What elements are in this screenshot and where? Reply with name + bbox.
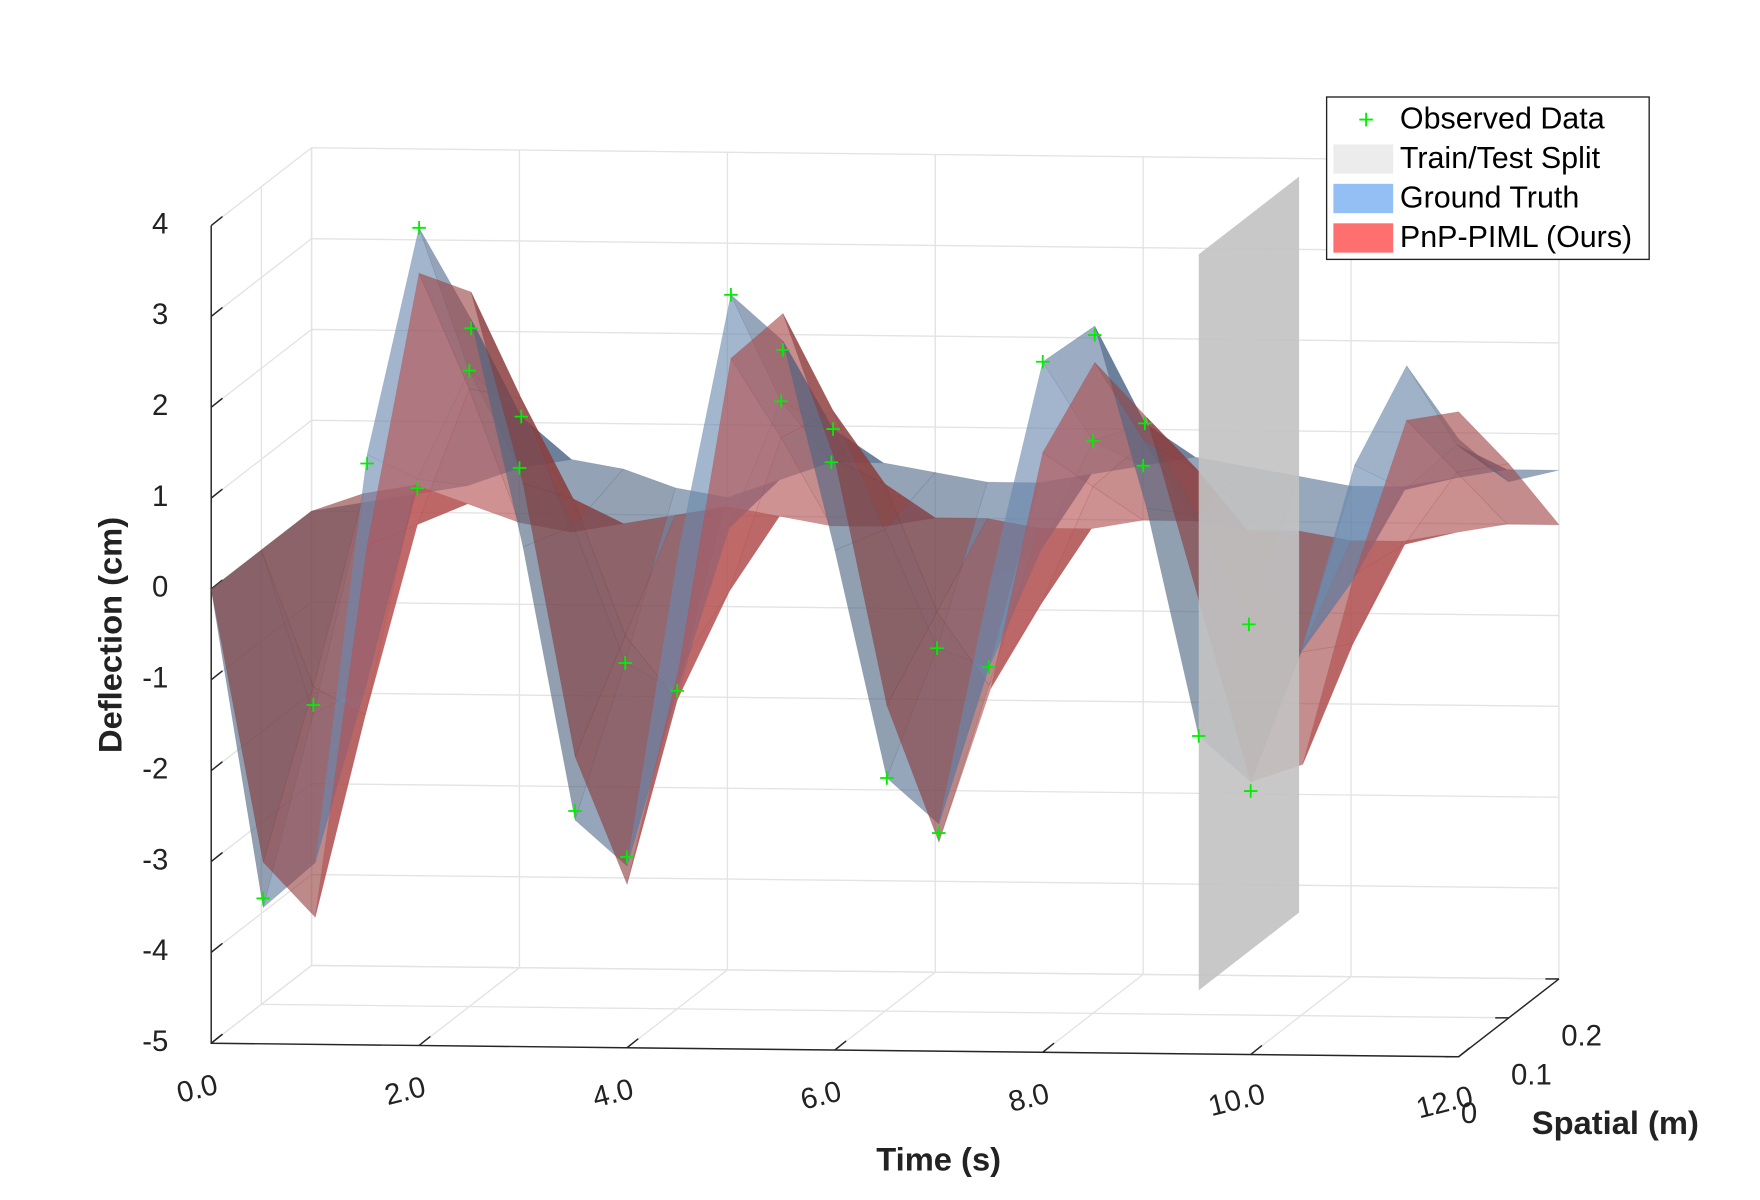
observed-point <box>256 891 270 906</box>
surface-patch <box>1405 411 1510 473</box>
observed-point <box>514 409 529 424</box>
observed-point <box>568 804 582 818</box>
x-tick-label: 0.0 <box>173 1068 221 1110</box>
legend-swatch <box>1333 144 1394 174</box>
legend-label: PnP-PIML (Ours) <box>1400 220 1632 254</box>
grid-line <box>310 147 1559 980</box>
x-tick <box>418 1035 431 1047</box>
z-tick-label: -4 <box>142 934 168 967</box>
observed-point <box>724 288 738 302</box>
observed-point <box>620 850 634 864</box>
observed-point <box>1243 784 1258 798</box>
z-tick-label: -5 <box>142 1025 168 1058</box>
z-tick-label: -2 <box>142 752 168 785</box>
legend-label: Ground Truth <box>1400 181 1579 215</box>
x-tick <box>1250 1044 1263 1056</box>
observed-point <box>670 684 684 698</box>
observed-point <box>1242 617 1256 632</box>
z-tick-label: 3 <box>152 298 168 331</box>
z-tick <box>210 397 223 408</box>
x-tick-label: 10.0 <box>1205 1077 1268 1123</box>
legend-label: Train/Test Split <box>1400 141 1601 175</box>
observed-point <box>930 641 944 656</box>
legend-swatch <box>1333 223 1394 253</box>
surfaces <box>210 226 1560 918</box>
observed-point <box>826 422 840 436</box>
z-axis-label: Deflection (cm) <box>92 517 129 753</box>
x-tick <box>834 1040 847 1051</box>
observed-point <box>306 698 321 712</box>
z-tick-label: 1 <box>152 480 168 513</box>
y-tick-label: 0 <box>1461 1097 1477 1130</box>
z-tick-label: -1 <box>142 662 168 695</box>
z-tick <box>210 942 223 953</box>
observed-point <box>1087 328 1102 342</box>
grid-line <box>210 873 1559 953</box>
x-tick <box>1042 1042 1055 1053</box>
legend-label: Observed Data <box>1400 102 1605 136</box>
z-tick <box>210 851 223 863</box>
z-tick <box>210 488 223 499</box>
x-tick-label: 2.0 <box>381 1070 429 1112</box>
x-tick-label: 8.0 <box>1005 1077 1053 1119</box>
observed-point <box>776 343 790 357</box>
observed-point <box>774 394 788 409</box>
observed-point <box>360 456 374 471</box>
observed-point <box>1136 458 1150 473</box>
x-tick-label: 6.0 <box>797 1075 845 1117</box>
split-plane <box>1198 176 1300 991</box>
grid-line <box>210 783 1559 863</box>
observed-point <box>464 321 478 336</box>
observed-point <box>512 461 527 475</box>
z-tick-label: 4 <box>152 207 168 240</box>
grid-line <box>1042 156 1144 1053</box>
y-axis-label: Spatial (m) <box>1532 1104 1699 1141</box>
observed-point <box>1191 729 1206 743</box>
x-tick <box>626 1038 639 1049</box>
x-tick-label: 4.0 <box>589 1072 637 1114</box>
grid-line <box>1458 161 1560 1058</box>
z-tick <box>210 215 223 227</box>
x-tick <box>210 1033 223 1044</box>
grid-line <box>260 186 1509 1019</box>
z-tick-label: -3 <box>142 843 168 876</box>
observed-point <box>462 363 477 378</box>
legend-marker <box>1359 112 1373 127</box>
split-plane-layer <box>1198 176 1300 991</box>
observed-point <box>1086 434 1100 448</box>
legend: Observed Data Train/Test Split Ground Trut… <box>1325 96 1650 261</box>
x-axis-label: Time (s) <box>876 1140 1001 1177</box>
observed-point <box>410 481 425 495</box>
z-tick <box>210 761 223 772</box>
observed-point <box>618 656 632 670</box>
observed-point <box>1036 355 1050 369</box>
observed-point <box>1138 416 1152 431</box>
z-tick <box>210 306 223 317</box>
observed-point <box>824 455 839 470</box>
z-tick <box>210 670 223 681</box>
z-tick <box>210 579 223 590</box>
scatter-layer <box>256 221 1258 906</box>
z-tick-label: 2 <box>152 389 168 422</box>
observed-point <box>932 826 946 840</box>
y-tick-label: 0.1 <box>1511 1058 1552 1091</box>
observed-point <box>880 771 894 785</box>
legend-swatch <box>1333 183 1394 214</box>
observed-point <box>412 221 426 235</box>
labels: Time (s) Spatial (m) Deflection (cm) <box>92 517 1699 1177</box>
x-tick <box>1458 1047 1471 1058</box>
observed-point <box>982 660 996 674</box>
z-tick-label: 0 <box>152 571 168 604</box>
y-tick-label: 0.2 <box>1561 1019 1602 1052</box>
